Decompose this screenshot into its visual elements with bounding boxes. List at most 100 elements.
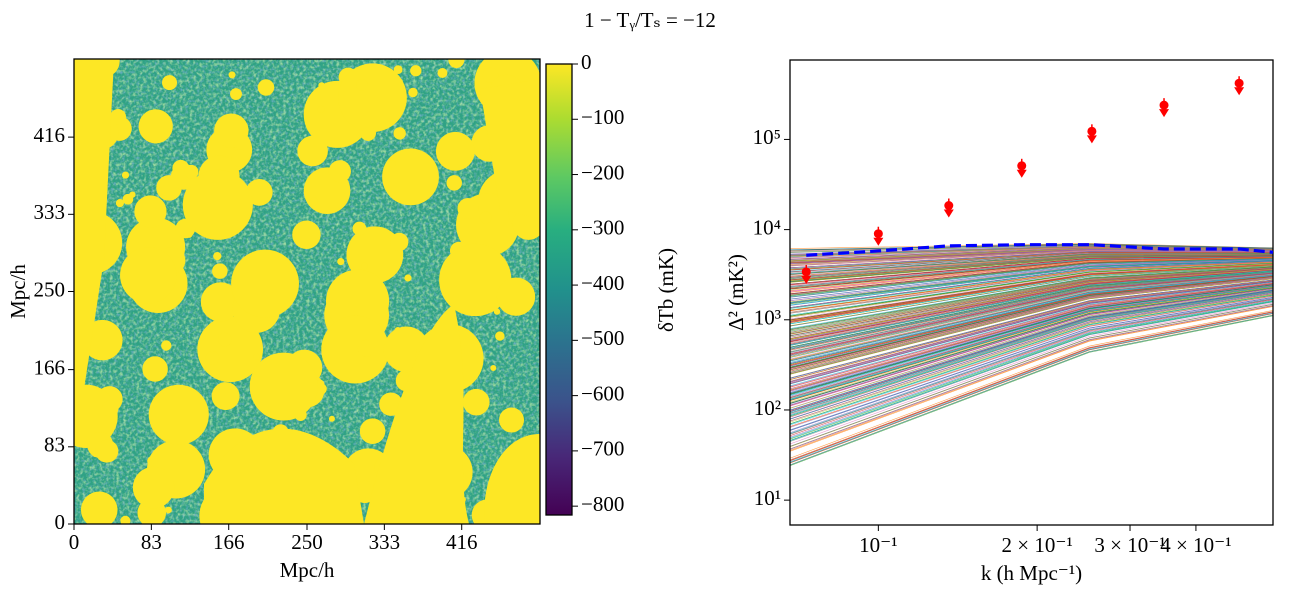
bubble [439, 243, 512, 317]
ensemble-line [790, 301, 1273, 442]
x-axis-label: k (h Mpc⁻¹) [981, 561, 1082, 585]
bubble [134, 195, 167, 228]
bubble [462, 388, 490, 416]
bubble [496, 277, 536, 316]
bubble [165, 506, 172, 514]
ensemble-line [790, 249, 1273, 264]
x-tick-label: 416 [446, 530, 478, 554]
colorbar-tick-label: −100 [581, 105, 624, 129]
x-tick-label: 2 × 10⁻¹ [1002, 533, 1073, 557]
axes-frame [789, 59, 1274, 526]
ensemble-line [790, 263, 1273, 318]
limit-marker [1234, 87, 1245, 96]
ensemble-line [790, 286, 1273, 402]
colorbar-tick-label: −400 [581, 271, 624, 295]
ensemble-line [790, 300, 1273, 440]
ensemble-line [790, 271, 1273, 350]
ensemble-line [790, 269, 1273, 344]
bubble [231, 149, 249, 167]
colorbar-tick-label: −800 [581, 492, 624, 516]
ensemble-line [790, 281, 1273, 387]
bubble [338, 63, 407, 132]
bubble [357, 339, 375, 357]
y-axis-label: Δ² (mK²) [724, 254, 748, 331]
ensemble-line [790, 285, 1273, 398]
ensemble-line [790, 282, 1273, 390]
bubble [495, 331, 505, 341]
bubble [328, 415, 335, 422]
data-point [1159, 100, 1169, 110]
ensemble-line [790, 257, 1273, 295]
ensemble-line [790, 311, 1273, 462]
limit-marker [943, 209, 954, 218]
ensemble-line [790, 277, 1273, 372]
bubble [317, 105, 325, 113]
x-tick-label: 4 × 10⁻¹ [1160, 533, 1231, 557]
ensemble-line [790, 264, 1273, 323]
y-tick-label: 250 [34, 277, 66, 301]
bubble [390, 232, 409, 252]
ensemble-line [790, 264, 1273, 321]
ensemble-line [790, 268, 1273, 338]
bubble [448, 59, 465, 69]
data-point [873, 229, 883, 239]
bubble [435, 131, 475, 171]
ensemble-line [790, 291, 1273, 415]
ensemble-line [790, 314, 1273, 466]
mean-line [806, 243, 1274, 257]
ensemble-line [790, 271, 1273, 351]
bubble [200, 282, 241, 322]
bubble [480, 79, 540, 219]
bubble [205, 351, 220, 365]
bubble [257, 79, 275, 96]
bubble [249, 352, 318, 421]
bubble [95, 439, 119, 463]
bubble [325, 269, 390, 333]
bubble [122, 193, 134, 205]
ensemble-line [790, 272, 1273, 353]
x-tick-label: 333 [369, 530, 401, 554]
ensemble-line [790, 259, 1273, 304]
ensemble-line [790, 258, 1273, 296]
colorbar-label: δTb (mK) [654, 248, 678, 332]
ensemble-line [790, 266, 1273, 330]
ensemble-line [790, 312, 1273, 463]
ensemble-line [790, 262, 1273, 313]
y-tick-label: 10³ [754, 306, 781, 330]
ensemble-line [790, 294, 1273, 425]
ensemble-line [790, 275, 1273, 363]
bubble [184, 164, 199, 179]
x-tick-label: 83 [141, 530, 162, 554]
ensemble-line [790, 261, 1273, 308]
ensemble-line [790, 252, 1273, 274]
y-axis-label: Mpc/h [6, 264, 30, 319]
colorbar-tick-label: −300 [581, 216, 624, 240]
ensemble-line [790, 265, 1273, 326]
ensemble-line [790, 243, 1273, 251]
ensemble-line [790, 267, 1273, 334]
ensemble-line [790, 263, 1273, 320]
ensemble-line [790, 276, 1273, 368]
bubble [484, 434, 540, 524]
bubble [437, 67, 448, 78]
ensemble-line [790, 306, 1273, 452]
ensemble-line [790, 269, 1273, 343]
colorbar-tick-label: −600 [581, 381, 624, 405]
ensemble-line [790, 243, 1273, 249]
bubble [182, 169, 253, 240]
ensemble-line [790, 305, 1273, 451]
bubble [359, 418, 386, 445]
bubble [493, 308, 501, 315]
ensemble-line [790, 276, 1273, 366]
bubble [490, 364, 497, 371]
ensemble-line [790, 263, 1273, 317]
bubble [364, 304, 469, 524]
limit-marker [1016, 169, 1027, 178]
bubble [388, 160, 396, 168]
y-tick-label: 83 [44, 433, 65, 457]
bubble [115, 199, 125, 208]
bubble [457, 198, 479, 220]
ensemble-line [790, 291, 1273, 416]
bubble [214, 113, 249, 148]
bubble [245, 178, 273, 206]
